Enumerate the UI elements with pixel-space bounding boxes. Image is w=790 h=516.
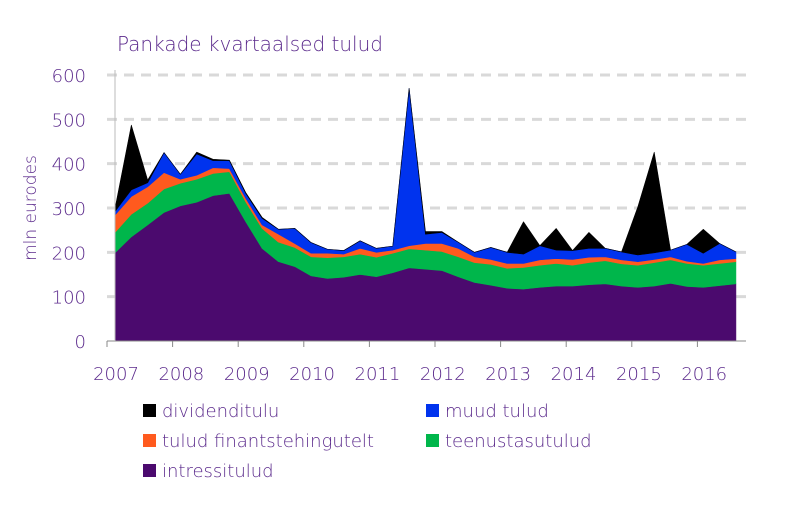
x-tick-label: 2010 bbox=[289, 364, 335, 385]
y-tick-label: 400 bbox=[52, 155, 86, 176]
x-tick-label: 2008 bbox=[158, 364, 204, 385]
y-tick-label: 600 bbox=[52, 66, 86, 87]
x-tick-label: 2011 bbox=[355, 364, 401, 385]
series-areas bbox=[114, 88, 737, 342]
y-tick-label: 500 bbox=[52, 110, 86, 131]
legend: dividenditulu muud tulud tulud finantstehi… bbox=[143, 401, 592, 482]
x-tick-label: 2007 bbox=[93, 364, 139, 385]
y-tick-labels: 0 100 200 300 400 500 600 bbox=[52, 66, 86, 353]
legend-label: teenustasutulud bbox=[445, 431, 592, 452]
legend-label: tulud finantstehingutelt bbox=[162, 431, 374, 452]
y-tick-label: 0 bbox=[75, 332, 86, 353]
x-tick-label: 2016 bbox=[681, 364, 727, 385]
y-tick-label: 100 bbox=[52, 288, 86, 309]
y-tick-label: 200 bbox=[52, 243, 86, 264]
legend-label: muud tulud bbox=[445, 401, 549, 422]
y-axis-label: mln eurodes bbox=[21, 155, 41, 261]
legend-swatch bbox=[143, 434, 156, 447]
x-tick-label: 2013 bbox=[485, 364, 531, 385]
x-tick-label: 2012 bbox=[420, 364, 466, 385]
x-axis bbox=[106, 70, 746, 347]
legend-label: intressitulud bbox=[162, 461, 274, 482]
legend-swatch bbox=[143, 464, 156, 477]
legend-swatch bbox=[143, 404, 156, 417]
legend-label: dividenditulu bbox=[162, 401, 279, 422]
x-tick-label: 2009 bbox=[224, 364, 270, 385]
area-dividenditulu bbox=[114, 88, 737, 256]
chart-title: Pankade kvartaalsed tulud bbox=[117, 32, 383, 56]
x-tick-labels: 2007 2008 2009 2010 2011 2012 2013 2014 2015 2016 bbox=[93, 364, 727, 385]
y-tick-label: 300 bbox=[52, 199, 86, 220]
x-tick-label: 2014 bbox=[551, 364, 597, 385]
legend-swatch bbox=[426, 434, 439, 447]
x-tick-label: 2015 bbox=[616, 364, 662, 385]
legend-swatch bbox=[426, 404, 439, 417]
